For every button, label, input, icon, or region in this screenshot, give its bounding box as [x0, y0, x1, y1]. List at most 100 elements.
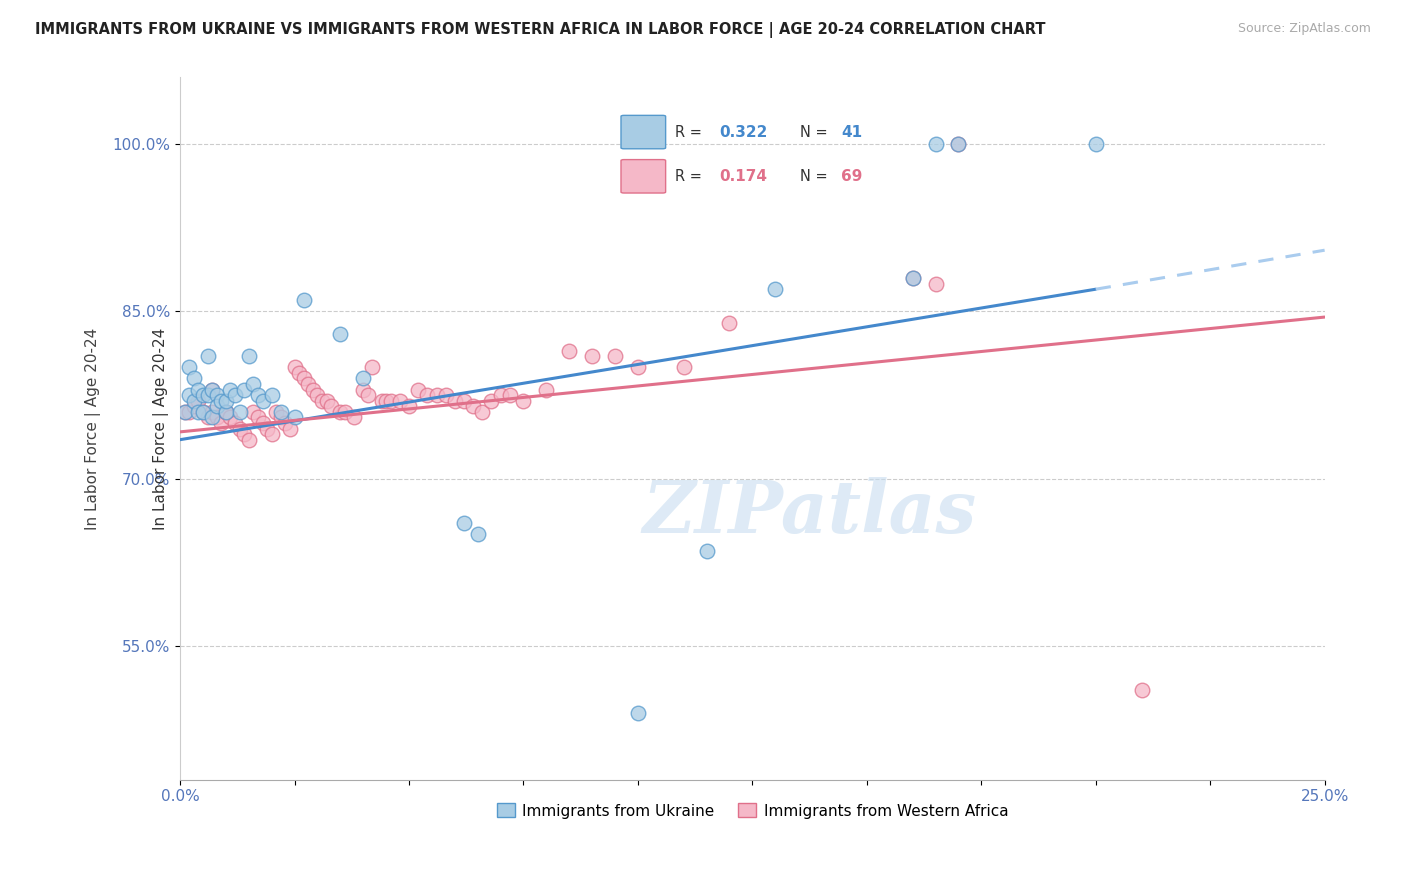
Point: [256, 421, 278, 435]
Point: [453, 516, 475, 531]
Point: [201, 405, 224, 419]
Point: [197, 388, 219, 402]
Point: [292, 293, 315, 308]
Point: [252, 393, 274, 408]
Point: [297, 376, 319, 391]
Point: [388, 393, 411, 408]
Point: [238, 349, 260, 363]
Point: [274, 416, 297, 430]
Point: [228, 421, 250, 435]
Y-axis label: In Labor Force | Age 20-24: In Labor Force | Age 20-24: [86, 327, 101, 530]
Point: [233, 383, 256, 397]
Point: [224, 388, 246, 402]
Point: [453, 393, 475, 408]
Point: [288, 366, 311, 380]
Point: [260, 427, 283, 442]
Point: [1084, 137, 1107, 152]
Point: [270, 410, 292, 425]
Point: [183, 393, 205, 408]
Point: [228, 405, 250, 419]
Point: [380, 393, 402, 408]
Point: [467, 527, 489, 541]
Point: [343, 410, 366, 425]
Point: [763, 282, 786, 296]
Point: [179, 405, 201, 419]
Point: [215, 405, 238, 419]
Point: [246, 410, 269, 425]
Point: [278, 421, 301, 435]
Point: [536, 383, 558, 397]
Point: [901, 271, 924, 285]
Point: [215, 405, 238, 419]
Point: [398, 399, 420, 413]
Point: [718, 316, 741, 330]
Point: [948, 137, 970, 152]
Point: [270, 405, 292, 419]
Point: [603, 349, 626, 363]
Point: [260, 388, 283, 402]
Point: [434, 388, 457, 402]
Point: [311, 393, 333, 408]
Point: [201, 410, 224, 425]
Legend: Immigrants from Ukraine, Immigrants from Western Africa: Immigrants from Ukraine, Immigrants from…: [491, 797, 1014, 824]
Point: [302, 383, 325, 397]
Point: [292, 371, 315, 385]
Text: IMMIGRANTS FROM UKRAINE VS IMMIGRANTS FROM WESTERN AFRICA IN LABOR FORCE | AGE 2: IMMIGRANTS FROM UKRAINE VS IMMIGRANTS FR…: [35, 22, 1046, 38]
Point: [209, 393, 232, 408]
Point: [443, 393, 465, 408]
Point: [233, 427, 256, 442]
Text: ZIPatlas: ZIPatlas: [643, 477, 977, 549]
Point: [352, 371, 374, 385]
Point: [406, 383, 429, 397]
Point: [219, 410, 242, 425]
Point: [329, 405, 352, 419]
Point: [201, 383, 224, 397]
Point: [205, 410, 228, 425]
Point: [924, 137, 946, 152]
Y-axis label: In Labor Force | Age 20-24: In Labor Force | Age 20-24: [153, 327, 169, 530]
Point: [205, 399, 228, 413]
Point: [187, 405, 209, 419]
Point: [924, 277, 946, 291]
Point: [352, 383, 374, 397]
Point: [179, 388, 201, 402]
Point: [370, 393, 392, 408]
Point: [284, 360, 307, 375]
Point: [197, 349, 219, 363]
Point: [321, 399, 343, 413]
Point: [238, 433, 260, 447]
Point: [252, 416, 274, 430]
Point: [205, 388, 228, 402]
Point: [242, 376, 264, 391]
Point: [179, 360, 201, 375]
Point: [696, 544, 718, 558]
Point: [173, 405, 195, 419]
Point: [173, 405, 195, 419]
Point: [416, 388, 439, 402]
Point: [627, 706, 650, 720]
Point: [512, 393, 534, 408]
Point: [215, 405, 238, 419]
Point: [183, 371, 205, 385]
Point: [224, 416, 246, 430]
Point: [333, 405, 356, 419]
Point: [219, 383, 242, 397]
Point: [499, 388, 522, 402]
Point: [307, 388, 329, 402]
Point: [471, 405, 494, 419]
Point: [361, 360, 384, 375]
Point: [187, 383, 209, 397]
Point: [264, 405, 287, 419]
Point: [481, 393, 503, 408]
Point: [357, 388, 380, 402]
Point: [209, 416, 232, 430]
Text: Source: ZipAtlas.com: Source: ZipAtlas.com: [1237, 22, 1371, 36]
Point: [191, 405, 214, 419]
Point: [425, 388, 447, 402]
Point: [489, 388, 512, 402]
Point: [329, 326, 352, 341]
Point: [183, 399, 205, 413]
Point: [215, 393, 238, 408]
Point: [315, 393, 337, 408]
Point: [197, 410, 219, 425]
